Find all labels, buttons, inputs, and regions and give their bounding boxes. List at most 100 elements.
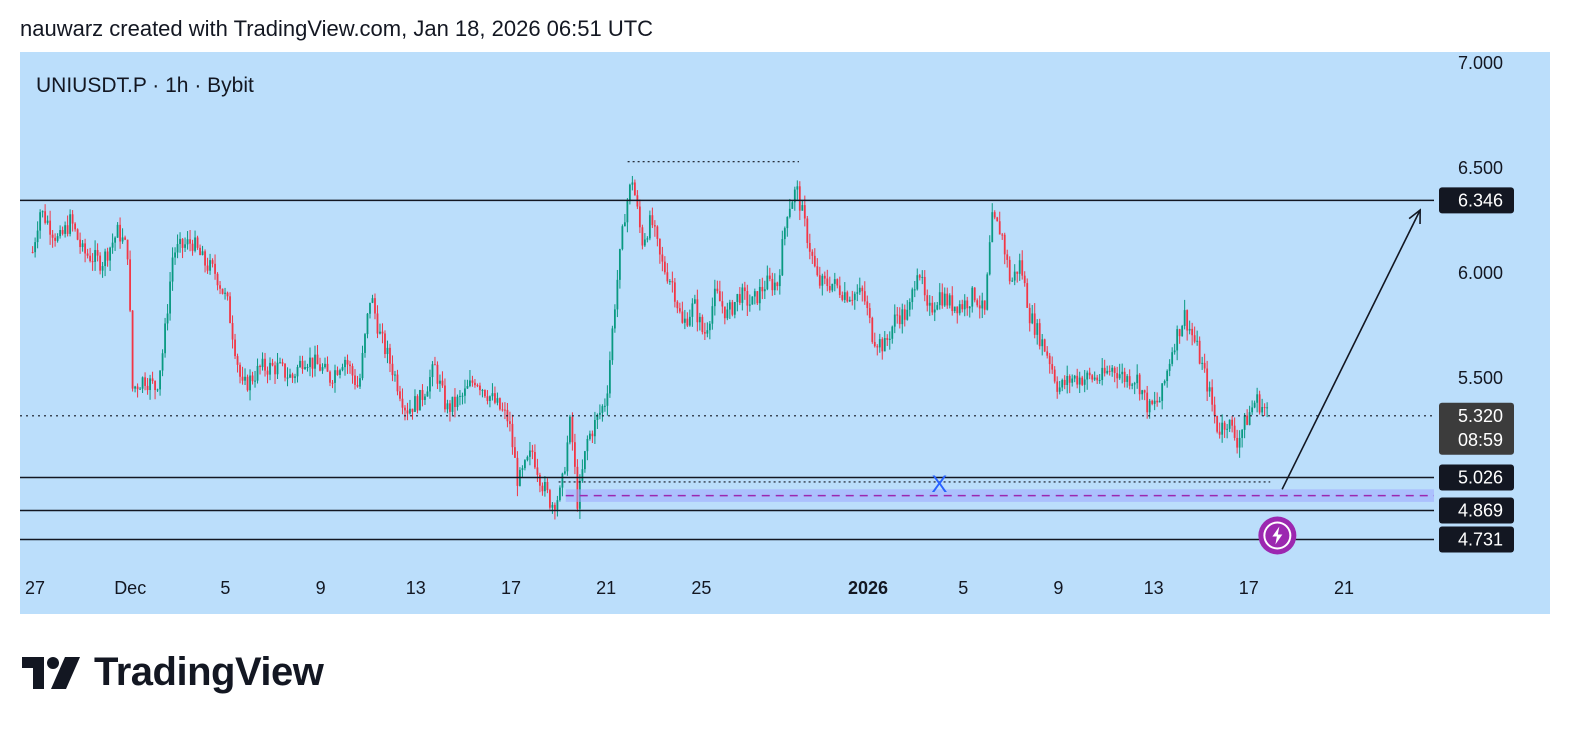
candle-body bbox=[396, 374, 399, 392]
candle-body bbox=[963, 300, 966, 310]
candle-body bbox=[746, 291, 749, 306]
candle-body bbox=[484, 390, 486, 397]
candle-body bbox=[236, 356, 239, 365]
candle-body bbox=[279, 362, 281, 364]
candle-body bbox=[144, 377, 146, 386]
candle-body bbox=[738, 294, 741, 303]
candle-body bbox=[324, 363, 326, 368]
candle-body bbox=[531, 450, 534, 453]
candle-body bbox=[1131, 384, 1134, 386]
candle-body bbox=[421, 390, 424, 400]
candle-body bbox=[226, 292, 229, 297]
candle-body bbox=[798, 186, 801, 211]
candle-body bbox=[471, 380, 474, 383]
candle-body bbox=[1133, 383, 1136, 385]
candle-body bbox=[391, 363, 394, 376]
candle-body bbox=[1111, 367, 1114, 372]
candle-body bbox=[823, 275, 826, 279]
candle-body bbox=[1168, 363, 1171, 371]
candle-body bbox=[319, 364, 321, 371]
candle-body bbox=[1001, 234, 1004, 236]
candle-body bbox=[668, 281, 671, 283]
candle-body bbox=[1018, 260, 1021, 274]
candles-layer bbox=[31, 175, 1269, 520]
candle-body bbox=[1083, 379, 1086, 385]
level-badge bbox=[1439, 187, 1514, 214]
x-tick-label: 13 bbox=[406, 578, 426, 598]
y-tick-label: 6.000 bbox=[1458, 263, 1503, 283]
candle-body bbox=[1098, 380, 1101, 382]
candle-body bbox=[1198, 340, 1201, 364]
candle-body bbox=[36, 230, 39, 243]
candle-body bbox=[1223, 422, 1226, 430]
candle-body bbox=[871, 317, 874, 342]
candle-body bbox=[66, 225, 69, 234]
x-tick-label: 13 bbox=[1144, 578, 1164, 598]
candle-body bbox=[593, 419, 596, 437]
candle-body bbox=[194, 237, 196, 251]
candle-body bbox=[828, 286, 831, 291]
candle-body bbox=[851, 299, 854, 301]
candle-body bbox=[309, 357, 311, 368]
candle-body bbox=[39, 212, 42, 231]
candle-body bbox=[1236, 437, 1239, 448]
candle-body bbox=[776, 282, 779, 287]
candle-body bbox=[511, 423, 514, 448]
candle-body bbox=[926, 295, 929, 306]
candle-body bbox=[658, 238, 661, 255]
candle-body bbox=[723, 306, 726, 319]
candle-body bbox=[741, 287, 744, 303]
candle-body bbox=[224, 292, 226, 294]
last-price-label: 5.320 bbox=[1458, 406, 1503, 426]
candle-body bbox=[296, 367, 299, 377]
candle-body bbox=[866, 301, 869, 309]
header-caption: nauwarz created with TradingView.com, Ja… bbox=[20, 16, 654, 41]
candle-body bbox=[191, 243, 194, 251]
candle-body bbox=[59, 230, 62, 237]
tradingview-logo-icon bbox=[22, 656, 80, 689]
candle-body bbox=[598, 412, 601, 415]
candle-body bbox=[546, 481, 549, 491]
candle-body bbox=[294, 376, 296, 378]
candle-body bbox=[1061, 379, 1064, 388]
candle-body bbox=[886, 338, 889, 340]
candle-body bbox=[981, 300, 984, 309]
candle-body bbox=[499, 398, 501, 410]
candle-body bbox=[648, 215, 651, 239]
candle-body bbox=[941, 292, 944, 306]
candle-body bbox=[921, 276, 924, 278]
candle-body bbox=[176, 244, 179, 253]
brand-name: TradingView bbox=[94, 650, 324, 694]
candle-body bbox=[708, 323, 711, 331]
candle-body bbox=[464, 388, 466, 396]
candle-body bbox=[711, 306, 714, 324]
projection-arrow-head bbox=[1408, 208, 1421, 225]
candle-body bbox=[524, 460, 526, 469]
candle-body bbox=[256, 365, 259, 381]
candle-body bbox=[326, 363, 329, 372]
candle-body bbox=[1156, 400, 1159, 403]
candle-body bbox=[1166, 370, 1169, 382]
candle-body bbox=[736, 294, 739, 303]
candle-body bbox=[141, 377, 144, 389]
candle-body bbox=[406, 410, 409, 414]
candle-body bbox=[1043, 339, 1046, 352]
candle-body bbox=[89, 255, 91, 262]
candle-body bbox=[71, 214, 74, 224]
candle-body bbox=[1113, 367, 1116, 373]
candle-body bbox=[1051, 364, 1054, 370]
candle-body bbox=[843, 292, 846, 300]
x-tick-label: 5 bbox=[958, 578, 968, 598]
candle-body bbox=[1256, 394, 1259, 403]
candle-body bbox=[146, 385, 149, 391]
candle-body bbox=[559, 487, 561, 501]
candle-body bbox=[1243, 415, 1246, 430]
candle-body bbox=[1046, 351, 1049, 356]
candle-body bbox=[514, 447, 516, 458]
candle-body bbox=[996, 217, 999, 222]
candle-body bbox=[811, 251, 814, 256]
candle-body bbox=[818, 275, 821, 286]
candle-body bbox=[186, 239, 189, 245]
candle-body bbox=[956, 306, 959, 314]
